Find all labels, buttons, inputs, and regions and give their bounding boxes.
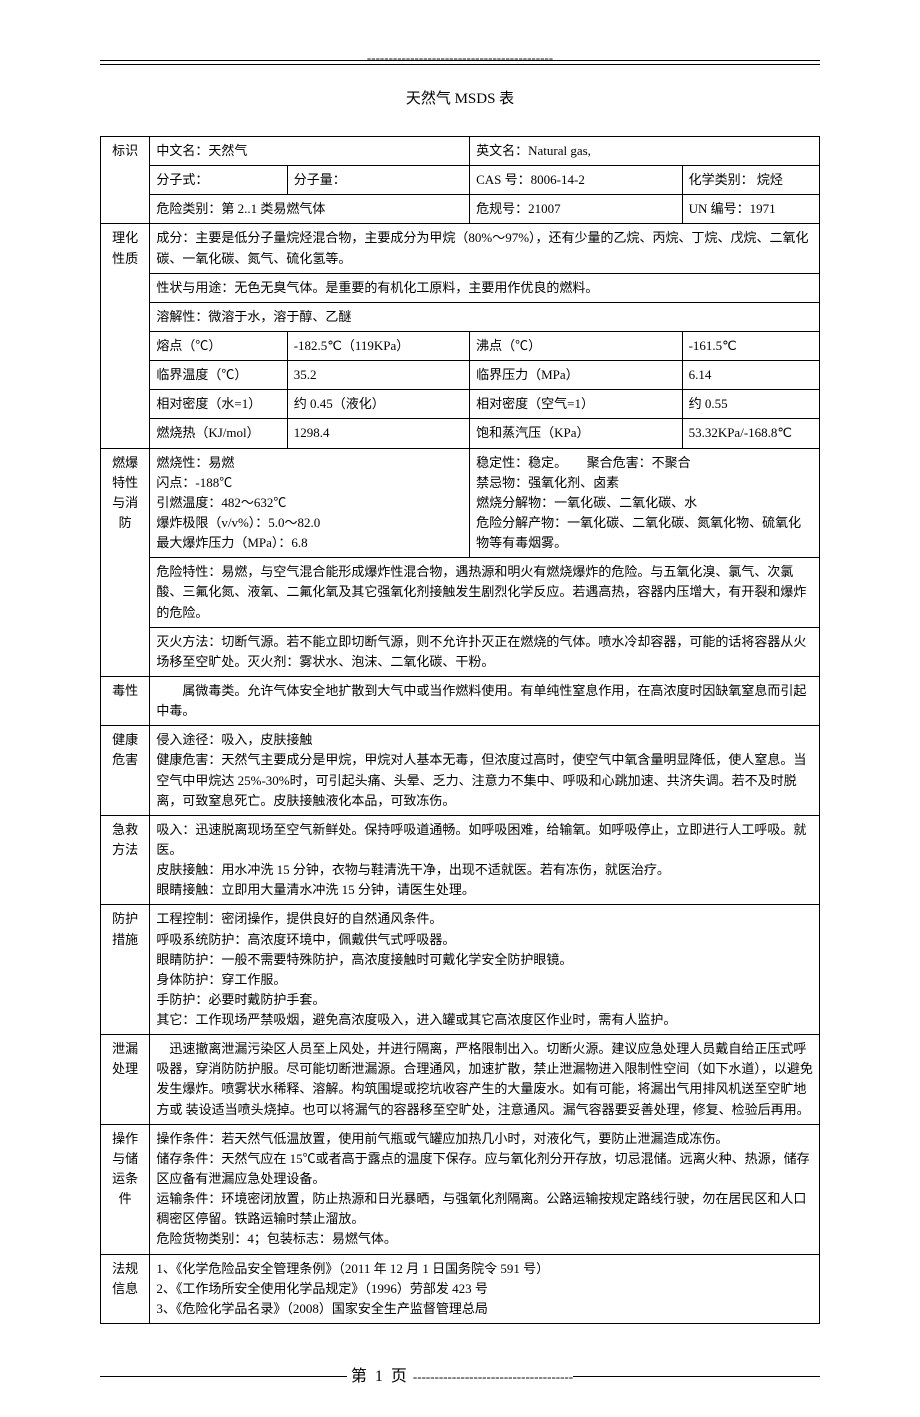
dens-a-label: 相对密度（空气=1） — [470, 390, 682, 419]
footer: 第 1 页-----------------------------------… — [100, 1352, 820, 1377]
un-no: UN 编号：1971 — [682, 195, 819, 224]
msds-table: 标识 中文名：天然气 英文名：Natural gas, 分子式： 分子量： CA… — [100, 136, 820, 1324]
section-ident: 标识 — [101, 137, 150, 224]
protect-text: 工程控制：密闭操作，提供良好的自然通风条件。 呼吸系统防护：高浓度环境中，佩戴供… — [150, 905, 820, 1035]
page-number: 第 1 页 — [347, 1362, 413, 1386]
mp-label: 熔点（℃） — [150, 331, 287, 360]
spill-text: 迅速撤离泄漏污染区人员至上风处，并进行隔离，严格限制出入。切断火源。建议应急处理… — [150, 1035, 820, 1125]
pc-val: 6.14 — [682, 361, 819, 390]
pc-label: 临界压力（MPa） — [470, 361, 682, 390]
bp-val: -161.5℃ — [682, 331, 819, 360]
mp-val: -182.5℃（119KPa） — [287, 331, 469, 360]
dens-w-val: 约 0.45（液化） — [287, 390, 469, 419]
section-tox: 毒性 — [101, 676, 150, 725]
regs-text: 1、《化学危险品安全管理条例》（2011 年 12 月 1 日国务院令 591 … — [150, 1254, 820, 1323]
formula: 分子式： — [150, 166, 287, 195]
section-regs: 法规 信息 — [101, 1254, 150, 1323]
vp-label: 饱和蒸汽压（KPa） — [470, 419, 682, 448]
section-firstaid: 急救 方法 — [101, 815, 150, 905]
fire-hazard: 危险特性：易燃，与空气混合能形成爆炸性混合物，遇热源和明火有燃烧爆炸的危险。与五… — [150, 558, 820, 627]
section-protect: 防护 措施 — [101, 905, 150, 1035]
dens-w-label: 相对密度（水=1） — [150, 390, 287, 419]
section-phys: 理化 性质 — [101, 224, 150, 448]
fire-right: 稳定性：稳定。 聚合危害：不聚合 禁忌物：强氧化剂、卤素 燃烧分解物：一氧化碳、… — [470, 448, 820, 558]
fire-extinguish: 灭火方法：切断气源。若不能立即切断气源，则不允许扑灭正在燃烧的气体。喷水冷却容器… — [150, 627, 820, 676]
hc-label: 燃烧热（KJ/mol） — [150, 419, 287, 448]
tc-label: 临界温度（℃） — [150, 361, 287, 390]
hazard-no: 危规号：21007 — [470, 195, 682, 224]
mw: 分子量： — [287, 166, 469, 195]
dens-a-val: 约 0.55 — [682, 390, 819, 419]
section-storage: 操作 与储 运条 件 — [101, 1124, 150, 1254]
storage-text: 操作条件：若天然气低温放置，使用前气瓶或气罐应加热几小时，对液化气，要防止泄漏造… — [150, 1124, 820, 1254]
composition: 成分：主要是低分子量烷烃混合物，主要成分为甲烷（80%～97%），还有少量的乙烷… — [150, 224, 820, 273]
hc-val: 1298.4 — [287, 419, 469, 448]
vp-val: 53.32KPa/-168.8℃ — [682, 419, 819, 448]
tc-val: 35.2 — [287, 361, 469, 390]
section-health: 健康 危害 — [101, 726, 150, 816]
chem-class: 化学类别： 烷烃 — [682, 166, 819, 195]
cas: CAS 号：8006-14-2 — [470, 166, 682, 195]
section-fire: 燃爆 特性 与消 防 — [101, 448, 150, 676]
bp-label: 沸点（℃） — [470, 331, 682, 360]
footer-dash: ------------------------------------- — [413, 1369, 573, 1385]
appearance: 性状与用途：无色无臭气体。是重要的有机化工原料，主要用作优良的燃料。 — [150, 273, 820, 302]
section-spill: 泄漏 处理 — [101, 1035, 150, 1125]
page-title: 天然气 MSDS 表 — [100, 87, 820, 108]
en-name: 英文名：Natural gas, — [470, 137, 820, 166]
hazard-class: 危险类别：第 2..1 类易燃气体 — [150, 195, 470, 224]
solubility: 溶解性：微溶于水，溶于醇、乙醚 — [150, 302, 820, 331]
health-text: 侵入途径：吸入，皮肤接触 健康危害：天然气主要成分是甲烷，甲烷对人基本无毒，但浓… — [150, 726, 820, 816]
tox-text: 属微毒类。允许气体安全地扩散到大气中或当作燃料使用。有单纯性窒息作用，在高浓度时… — [150, 676, 820, 725]
firstaid-text: 吸入：迅速脱离现场至空气新鲜处。保持呼吸道通畅。如呼吸困难，给输氧。如呼吸停止，… — [150, 815, 820, 905]
cn-name: 中文名：天然气 — [150, 137, 470, 166]
fire-left: 燃烧性：易燃 闪点：-188℃ 引燃温度：482～632℃ 爆炸极限（v/v%）… — [150, 448, 470, 558]
